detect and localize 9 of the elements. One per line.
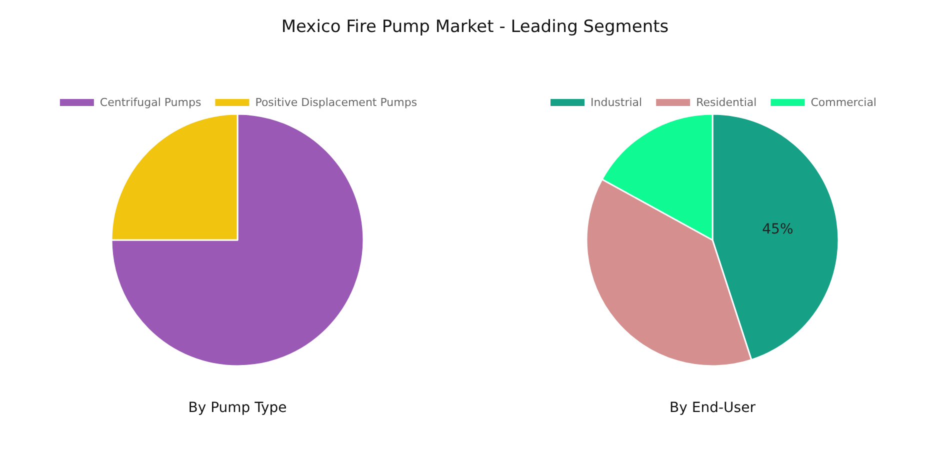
data-label: 45% bbox=[762, 222, 794, 238]
legend-label: Positive Displacement Pumps bbox=[255, 96, 418, 109]
legend-label: Commercial bbox=[810, 96, 876, 109]
legend-label: Centrifugal Pumps bbox=[100, 96, 202, 109]
legend-label: Industrial bbox=[590, 96, 642, 109]
text: By Pump Type bbox=[188, 400, 287, 416]
legend-label: Residential bbox=[696, 96, 757, 109]
text: Mexico Fire Pump Market - Leading Segments bbox=[280, 16, 670, 38]
text: By End-User bbox=[670, 400, 756, 416]
